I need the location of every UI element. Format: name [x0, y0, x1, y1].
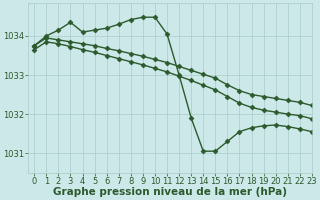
- X-axis label: Graphe pression niveau de la mer (hPa): Graphe pression niveau de la mer (hPa): [53, 187, 287, 197]
